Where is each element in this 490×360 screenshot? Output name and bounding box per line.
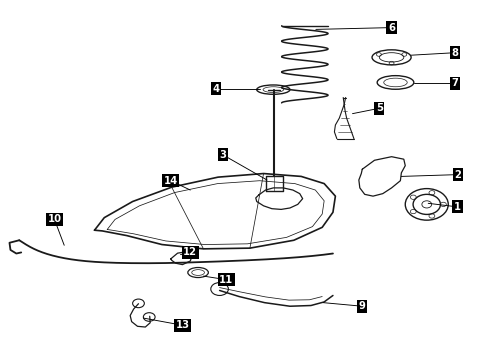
Text: 6: 6	[388, 23, 395, 33]
Text: 1: 1	[454, 202, 461, 212]
Text: 14: 14	[164, 176, 178, 186]
Text: 4: 4	[212, 84, 219, 94]
Text: 10: 10	[48, 215, 61, 224]
Text: 12: 12	[183, 247, 197, 257]
Text: 7: 7	[452, 78, 459, 88]
Text: 11: 11	[220, 275, 234, 285]
Text: 2: 2	[454, 170, 461, 180]
Text: 8: 8	[452, 48, 459, 58]
Text: 13: 13	[175, 320, 190, 330]
Text: 5: 5	[376, 103, 383, 113]
Text: 9: 9	[359, 301, 366, 311]
Text: 3: 3	[220, 150, 226, 160]
